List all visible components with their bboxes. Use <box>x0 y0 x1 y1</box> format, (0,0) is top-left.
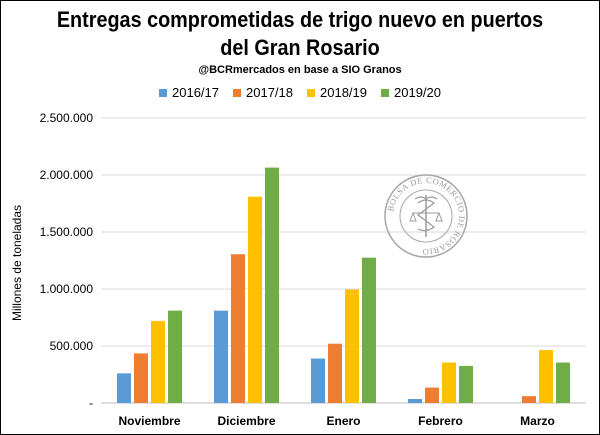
chart-subtitle: @BCRmercados en base a SIO Granos <box>198 64 402 76</box>
legend-label: 2017/18 <box>246 85 293 100</box>
bar-2019-20 <box>362 257 376 403</box>
bar-2016-17 <box>117 373 131 403</box>
x-tick-label: Marzo <box>520 414 555 428</box>
legend-swatch <box>233 88 241 97</box>
x-tick-label: Diciembre <box>217 414 275 428</box>
bar-2018-19 <box>248 196 262 403</box>
bar-2016-17 <box>214 310 228 403</box>
y-tick-label: 2.000.000 <box>40 168 94 182</box>
bar-2019-20 <box>265 167 279 403</box>
bar-2018-19 <box>442 362 456 403</box>
legend-item: 2017/18 <box>233 85 293 100</box>
x-tick-label: Enero <box>326 414 360 428</box>
bar-2018-19 <box>151 320 165 403</box>
legend-label: 2016/17 <box>172 85 219 100</box>
bar-2017-18 <box>134 353 148 403</box>
legend-swatch <box>307 88 315 97</box>
legend-label: 2019/20 <box>394 85 441 100</box>
y-tick-label: 500.000 <box>50 339 94 353</box>
y-tick-label: 1.000.000 <box>40 282 94 296</box>
caduceus-seal-icon: BOLSA DE COMERCIO DE ROSARIO <box>384 174 468 258</box>
y-tick-label: - <box>89 396 93 410</box>
x-tick-label: Noviembre <box>118 414 180 428</box>
y-tick-label: 1.500.000 <box>40 225 94 239</box>
bar-2019-20 <box>556 362 570 403</box>
legend-item: 2016/17 <box>159 85 219 100</box>
legend-label: 2018/19 <box>320 85 367 100</box>
x-tick-label: Febrero <box>418 414 463 428</box>
chart-title-line-2: del Gran Rosario <box>220 35 380 60</box>
legend-item: 2019/20 <box>381 85 441 100</box>
legend-swatch <box>159 88 167 97</box>
bar-2017-18 <box>425 387 439 403</box>
y-tick-label: 2.500.000 <box>40 111 94 125</box>
bar-2017-18 <box>522 396 536 403</box>
legend-swatch <box>381 88 389 97</box>
bar-2018-19 <box>539 349 553 403</box>
bar-2017-18 <box>231 254 245 403</box>
bar-2017-18 <box>328 343 342 403</box>
bar-2019-20 <box>168 310 182 403</box>
bar-2018-19 <box>345 289 359 403</box>
bar-2016-17 <box>408 399 422 403</box>
legend-item: 2018/19 <box>307 85 367 100</box>
chart-title-line-1: Entregas comprometidas de trigo nuevo en… <box>56 7 544 32</box>
chart-legend: 2016/17 2017/18 2018/19 2019/20 <box>1 85 599 100</box>
bar-2016-17 <box>311 358 325 403</box>
bar-2019-20 <box>459 365 473 403</box>
